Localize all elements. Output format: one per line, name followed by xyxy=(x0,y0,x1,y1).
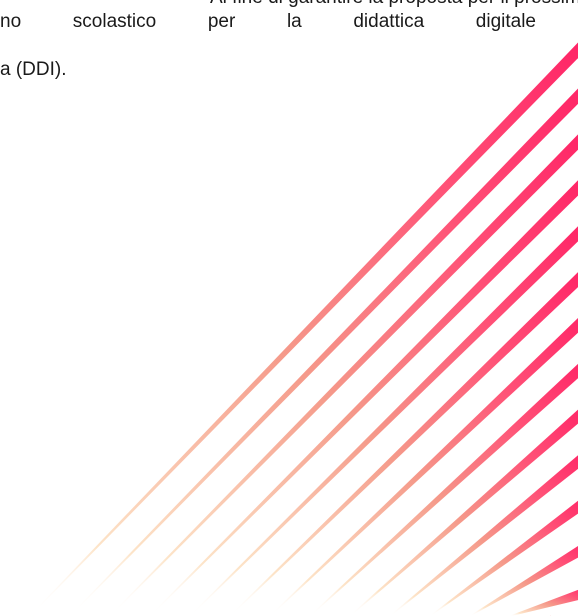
document-text-line-2: a (DDI). xyxy=(0,59,67,80)
stripe-line xyxy=(389,455,578,616)
stripe-lines xyxy=(29,42,578,616)
stripe-line xyxy=(149,180,578,616)
stripe-line xyxy=(349,409,578,616)
stripe-line xyxy=(269,317,578,616)
stripe-line xyxy=(469,545,578,616)
stripe-line xyxy=(429,500,578,616)
stripe-line xyxy=(229,272,578,616)
document-text-line-1: no scolastico per la didattica digitale xyxy=(0,11,536,32)
stripe-line xyxy=(509,589,578,616)
document-text-line-partial: Al fine di garantire la proposta per il … xyxy=(210,0,578,10)
stripe-line xyxy=(29,42,578,616)
stripe-line xyxy=(309,363,578,616)
stripe-line xyxy=(189,226,578,616)
document-text: Al fine di garantire la proposta per il … xyxy=(0,0,578,90)
stripe-line xyxy=(109,134,578,616)
stripe-line xyxy=(69,88,578,616)
